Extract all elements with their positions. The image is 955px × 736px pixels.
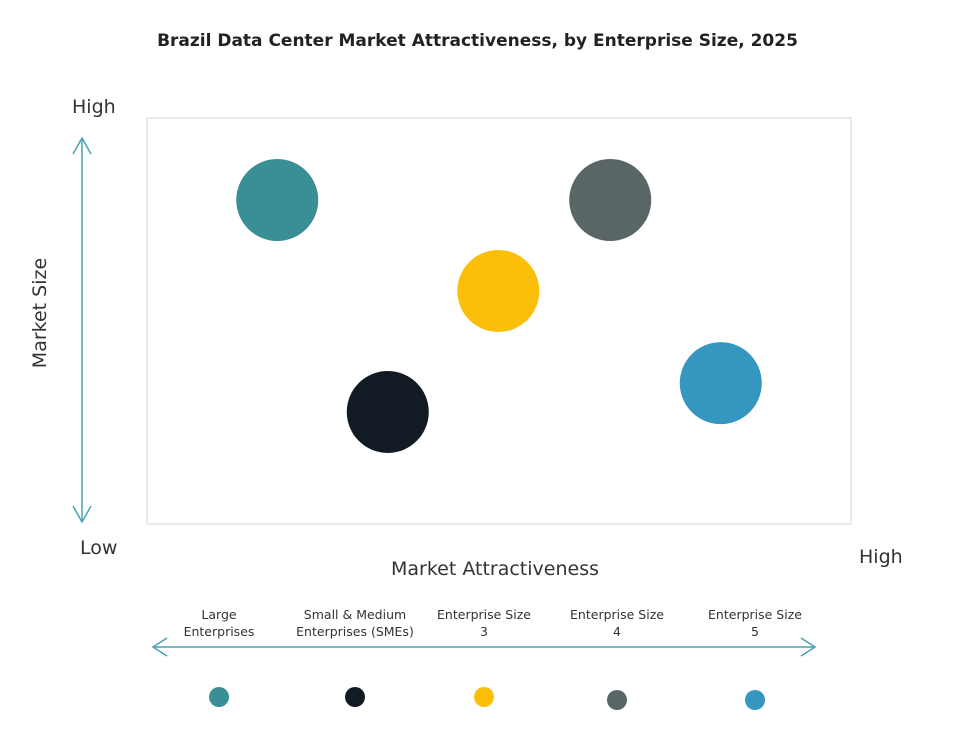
- legend-label-line2: Enterprises (SMEs): [296, 624, 414, 639]
- y-axis-arrow: [72, 136, 92, 524]
- x-axis-label: Market Attractiveness: [390, 558, 599, 580]
- chart-title: Brazil Data Center Market Attractiveness…: [157, 31, 798, 51]
- x-high-label: High: [859, 546, 903, 568]
- legend-label-line1: Large: [201, 607, 237, 622]
- legend-label-line1: Enterprise Size: [708, 607, 802, 622]
- plot-frame: [146, 117, 852, 525]
- legend-label-line1: Enterprise Size: [437, 607, 531, 622]
- legend-label-5: Enterprise Size 5: [685, 606, 825, 640]
- legend-dot-5: [745, 690, 765, 710]
- legend-dot-4: [607, 690, 627, 710]
- y-high-label: High: [72, 96, 116, 118]
- legend-label-line1: Enterprise Size: [570, 607, 664, 622]
- legend-label-1: Large Enterprises: [149, 606, 289, 640]
- bubble-4: [569, 159, 652, 242]
- bubble-1: [236, 159, 319, 242]
- legend-label-line2: 3: [480, 624, 488, 639]
- legend-label-3: Enterprise Size 3: [414, 606, 554, 640]
- legend-label-line2: 5: [751, 624, 759, 639]
- legend-label-line1: Small & Medium: [303, 607, 407, 622]
- bubble-5: [679, 342, 762, 425]
- legend-label-line2: 4: [613, 624, 621, 639]
- legend-dot-2: [345, 687, 365, 707]
- legend-arrow: [151, 637, 817, 657]
- legend-label-4: Enterprise Size 4: [547, 606, 687, 640]
- bubble-2: [346, 370, 429, 453]
- bubble-3: [457, 249, 540, 332]
- y-low-label: Low: [80, 537, 118, 559]
- legend-dot-1: [209, 687, 229, 707]
- legend-dot-3: [474, 687, 494, 707]
- legend-label-line2: Enterprises: [183, 624, 255, 639]
- legend-label-2: Small & Medium Enterprises (SMEs): [285, 606, 425, 640]
